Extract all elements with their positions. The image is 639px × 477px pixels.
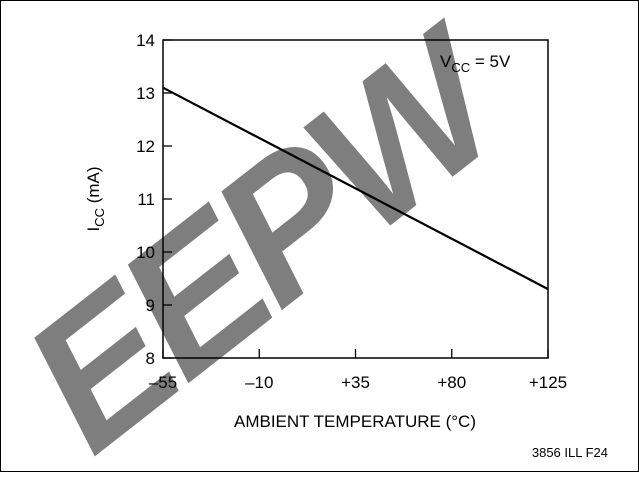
y-tick-label: 8	[146, 349, 155, 368]
x-tick-label: –55	[149, 373, 177, 392]
y-tick-label: 10	[136, 243, 155, 262]
y-axis-ticks: 8 9 10 11 12 13 14	[136, 31, 172, 368]
y-axis-title: ICC (mA)	[84, 166, 107, 231]
y-tick-label: 14	[136, 31, 155, 50]
x-tick-label: +80	[437, 373, 466, 392]
y-tick-label: 12	[136, 137, 155, 156]
x-axis-ticks: –55 –10 +35 +80 +125	[149, 349, 567, 392]
x-axis-title: AMBIENT TEMPERATURE (°C)	[234, 412, 476, 431]
vcc-annotation: VCC = 5V	[440, 52, 511, 75]
y-tick-label: 11	[137, 190, 155, 209]
y-tick-label: 9	[146, 296, 155, 315]
y-tick-label: 13	[136, 84, 155, 103]
x-tick-label: +125	[529, 373, 567, 392]
series-layer	[162, 86, 549, 291]
x-tick-label: +35	[341, 373, 370, 392]
figure-code: 3856 ILL F24	[532, 445, 608, 460]
x-tick-label: –10	[245, 373, 273, 392]
series-line	[162, 86, 549, 291]
